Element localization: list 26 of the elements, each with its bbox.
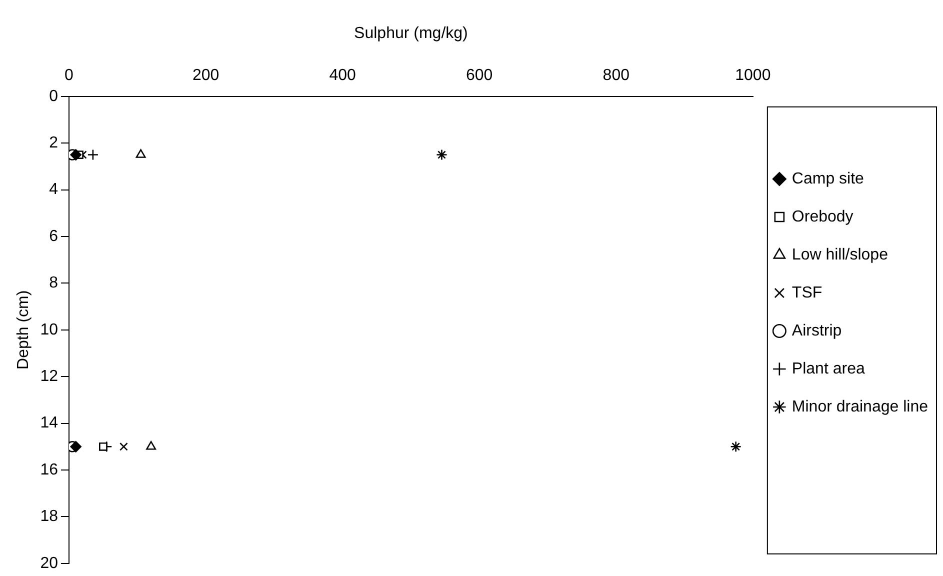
y-tick-label: 12: [40, 368, 58, 386]
x-axis-title: Sulphur (mg/kg): [354, 25, 468, 42]
y-tick-label: 0: [49, 88, 58, 105]
y-tick-label: 8: [49, 274, 58, 292]
y-tick-label: 14: [40, 414, 58, 432]
y-tick-label: 20: [40, 554, 58, 572]
y-tick-label: 2: [49, 134, 58, 152]
x-tick-label: 400: [329, 67, 356, 84]
x-tick-label: 600: [466, 67, 493, 84]
legend-label: TSF: [792, 284, 822, 302]
y-tick-label: 6: [49, 228, 58, 245]
x-tick-label: 1000: [735, 67, 771, 84]
legend-label: Plant area: [792, 360, 865, 378]
legend-label: Airstrip: [792, 322, 842, 340]
x-tick-label: 200: [192, 67, 220, 84]
x-tick-label: 0: [64, 67, 74, 84]
y-tick-label: 4: [49, 181, 58, 198]
y-tick-label: 16: [40, 461, 58, 478]
x-tick-label: 800: [602, 67, 630, 84]
legend-label: Camp site: [792, 170, 864, 188]
y-tick-label: 10: [40, 321, 58, 338]
legend-label: Orebody: [792, 208, 854, 226]
legend-label: Low hill/slope: [792, 246, 888, 264]
y-axis-title: Depth (cm): [15, 290, 32, 370]
y-tick-label: 18: [40, 508, 58, 526]
legend-label: Minor drainage line: [792, 398, 928, 416]
